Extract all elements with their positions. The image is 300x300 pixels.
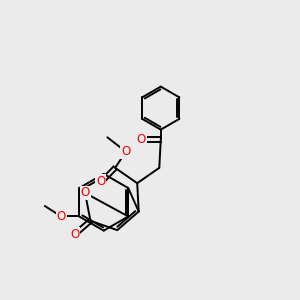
Text: O: O xyxy=(121,145,130,158)
Text: O: O xyxy=(70,228,79,241)
Text: O: O xyxy=(57,210,66,223)
Text: O: O xyxy=(80,187,90,200)
Text: O: O xyxy=(137,133,146,146)
Text: O: O xyxy=(96,175,105,188)
